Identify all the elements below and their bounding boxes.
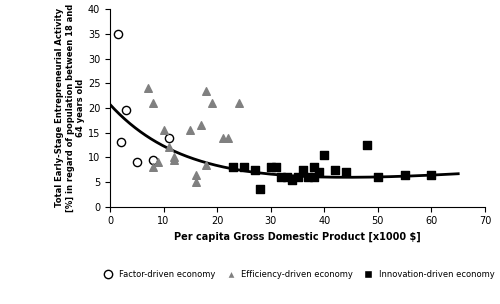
- Legend: Factor-driven economy, Efficiency-driven economy, Innovation-driven economy: Factor-driven economy, Efficiency-driven…: [97, 266, 498, 282]
- Point: [197, 123, 205, 128]
- Point: [310, 165, 318, 170]
- X-axis label: Per capita Gross Domestic Product [x1000 $]: Per capita Gross Domestic Product [x1000…: [174, 232, 421, 242]
- Point: [165, 135, 173, 140]
- Point: [315, 170, 323, 174]
- Point: [288, 177, 296, 182]
- Point: [165, 145, 173, 150]
- Point: [363, 143, 371, 147]
- Point: [192, 180, 200, 185]
- Point: [160, 128, 168, 133]
- Point: [202, 162, 210, 167]
- Point: [208, 101, 216, 105]
- Point: [122, 108, 130, 113]
- Point: [374, 174, 382, 179]
- Point: [149, 101, 157, 105]
- Point: [202, 88, 210, 93]
- Point: [116, 140, 124, 145]
- Point: [229, 165, 237, 170]
- Point: [114, 31, 122, 36]
- Y-axis label: Total Early-Stage Entrepreneurial Activity
[%] in regard of population between 1: Total Early-Stage Entrepreneurial Activi…: [55, 4, 85, 212]
- Point: [240, 165, 248, 170]
- Point: [144, 86, 152, 91]
- Point: [186, 128, 194, 133]
- Point: [256, 187, 264, 192]
- Point: [299, 167, 307, 172]
- Point: [234, 101, 242, 105]
- Point: [294, 174, 302, 179]
- Point: [149, 165, 157, 170]
- Point: [304, 174, 312, 179]
- Point: [310, 174, 318, 179]
- Point: [170, 157, 178, 162]
- Point: [218, 135, 226, 140]
- Point: [224, 135, 232, 140]
- Point: [400, 172, 408, 177]
- Point: [266, 165, 274, 170]
- Point: [192, 172, 200, 177]
- Point: [278, 174, 285, 179]
- Point: [154, 160, 162, 165]
- Point: [272, 165, 280, 170]
- Point: [320, 152, 328, 157]
- Point: [250, 167, 258, 172]
- Point: [170, 155, 178, 160]
- Point: [342, 170, 349, 174]
- Point: [283, 174, 291, 179]
- Point: [133, 160, 141, 165]
- Point: [331, 167, 339, 172]
- Point: [428, 172, 436, 177]
- Point: [149, 157, 157, 162]
